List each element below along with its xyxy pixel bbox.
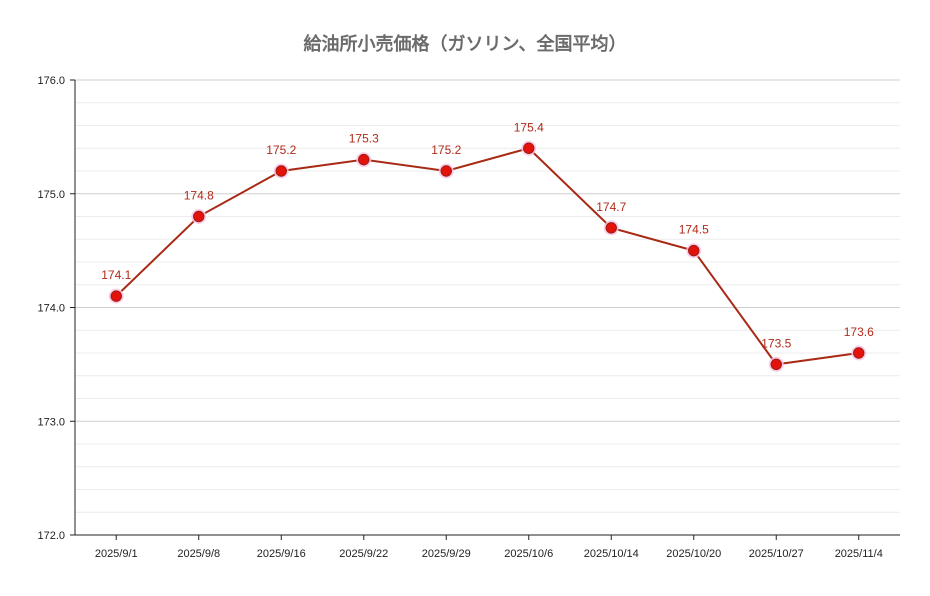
data-point xyxy=(770,358,782,371)
x-tick-label: 2025/10/14 xyxy=(584,548,639,560)
x-tick-label: 2025/11/4 xyxy=(835,548,883,560)
chart-title: 給油所小売価格（ガソリン、全国平均） xyxy=(303,34,627,55)
x-tick-label: 2025/9/1 xyxy=(95,548,138,560)
data-point xyxy=(440,165,452,177)
x-tick-label: 2025/9/16 xyxy=(257,548,306,560)
data-label: 173.5 xyxy=(761,336,791,350)
data-label: 173.6 xyxy=(844,325,874,339)
data-label: 174.7 xyxy=(596,200,626,214)
data-point xyxy=(275,165,287,177)
data-label: 174.8 xyxy=(184,189,214,203)
data-point xyxy=(688,244,700,257)
data-label: 175.2 xyxy=(431,143,461,157)
x-tick-label: 2025/9/29 xyxy=(422,548,471,560)
y-tick-label: 173.0 xyxy=(37,416,65,428)
x-tick-label: 2025/10/20 xyxy=(666,548,721,560)
data-label: 174.1 xyxy=(101,268,131,282)
data-point xyxy=(110,290,122,302)
y-tick-label: 172.0 xyxy=(37,530,65,542)
data-label: 175.4 xyxy=(514,120,544,134)
data-point xyxy=(358,153,370,166)
y-tick-label: 175.0 xyxy=(37,189,65,201)
data-point xyxy=(523,142,535,154)
x-tick-label: 2025/9/8 xyxy=(177,548,220,560)
data-point xyxy=(853,347,865,359)
x-tick-label: 2025/10/6 xyxy=(504,548,553,560)
data-label: 175.3 xyxy=(349,132,379,146)
series-line xyxy=(115,147,859,366)
y-tick-label: 176.0 xyxy=(37,75,65,87)
data-label: 175.2 xyxy=(266,143,296,157)
x-tick-label: 2025/10/27 xyxy=(749,548,804,560)
data-label: 174.5 xyxy=(679,223,709,237)
y-tick-label: 174.0 xyxy=(37,303,65,315)
data-point xyxy=(605,222,617,234)
data-point xyxy=(193,210,205,223)
x-tick-label: 2025/9/22 xyxy=(339,548,388,560)
